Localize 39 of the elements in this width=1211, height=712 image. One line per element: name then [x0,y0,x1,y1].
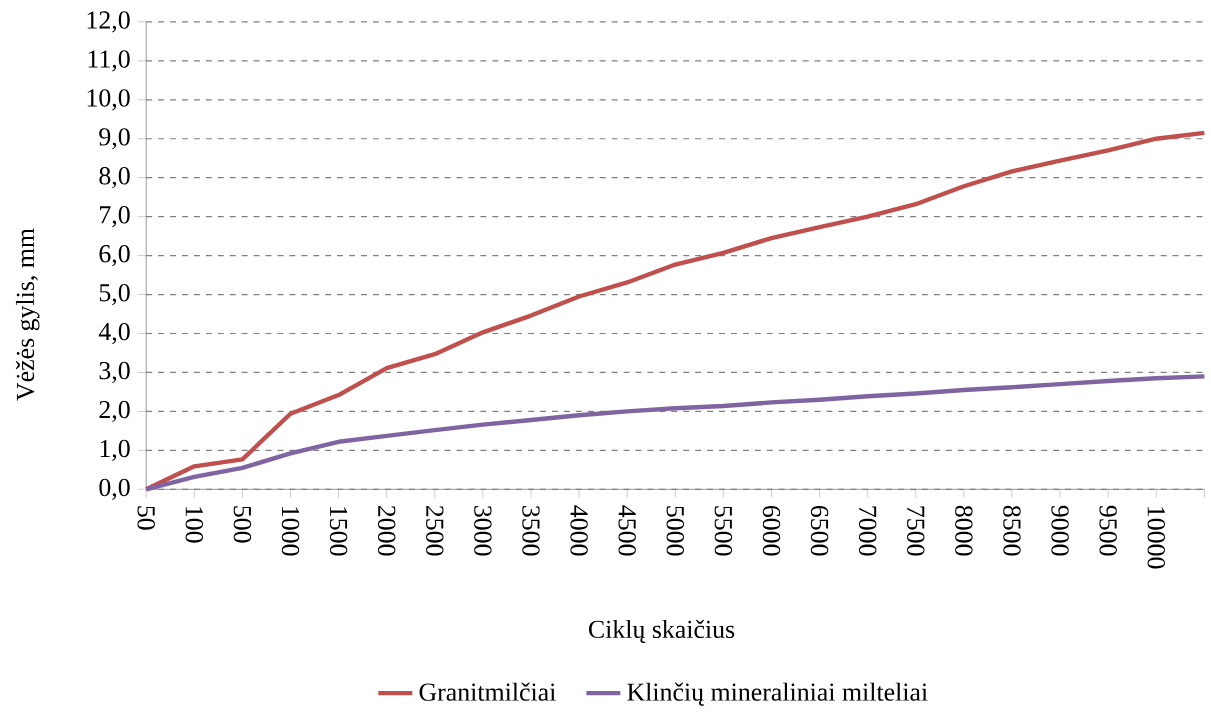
y-tick-label: 8,0 [99,167,130,189]
x-tick-label: 6500 [810,506,829,556]
y-tick-label: 0,0 [99,478,130,501]
y-tick-label: 2,0 [99,401,130,423]
x-axis-title: Ciklų skaičius [588,620,735,644]
x-tick-label: 2500 [426,506,444,556]
y-tick-label: 1,0 [100,439,130,462]
y-tick-label: 4,0 [98,323,130,345]
x-tick-label: 500 [233,506,252,543]
x-tick-label: 50 [137,506,155,530]
x-tick-label: 2000 [377,506,396,556]
x-tick-label: 1500 [329,507,348,556]
y-tick-label: 5,0 [99,284,130,306]
x-tick-label: 5000 [666,506,684,556]
x-tick-label: 10000 [1147,507,1165,569]
x-tick-label: 5500 [714,506,733,556]
x-tick-label: 9500 [1099,505,1117,556]
x-tick-label: 3500 [522,506,540,556]
x-tick-label: 4500 [618,505,636,556]
x-tick-label: 4000 [570,505,588,556]
x-tick-label: 7500 [907,506,925,556]
x-tick-label: 100 [185,507,204,543]
x-tick-label: 8500 [1003,506,1021,556]
x-tick-label: 9000 [1051,505,1069,556]
x-tick-label: 8000 [955,506,973,556]
y-tick-label: 12,0 [87,11,130,33]
x-tick-label: 6000 [762,506,781,556]
y-axis-title: Vėžės gylis, mm [15,228,40,401]
y-tick-label: 3,0 [99,362,130,384]
y-tick-label: 9,0 [99,128,130,150]
y-tick-label: 11,0 [88,50,130,72]
x-tick-label: 3000 [474,506,492,556]
y-tick-label: 6,0 [99,245,130,267]
x-tick-label: 1000 [281,507,300,556]
y-tick-label: 10,0 [87,89,130,111]
legend-label: Granitmilčiai [419,682,556,702]
legend-label: Klinčių mineraliniai milteliai [627,682,928,706]
x-tick-label: 7000 [858,506,877,556]
y-tick-label: 7,0 [100,206,130,228]
